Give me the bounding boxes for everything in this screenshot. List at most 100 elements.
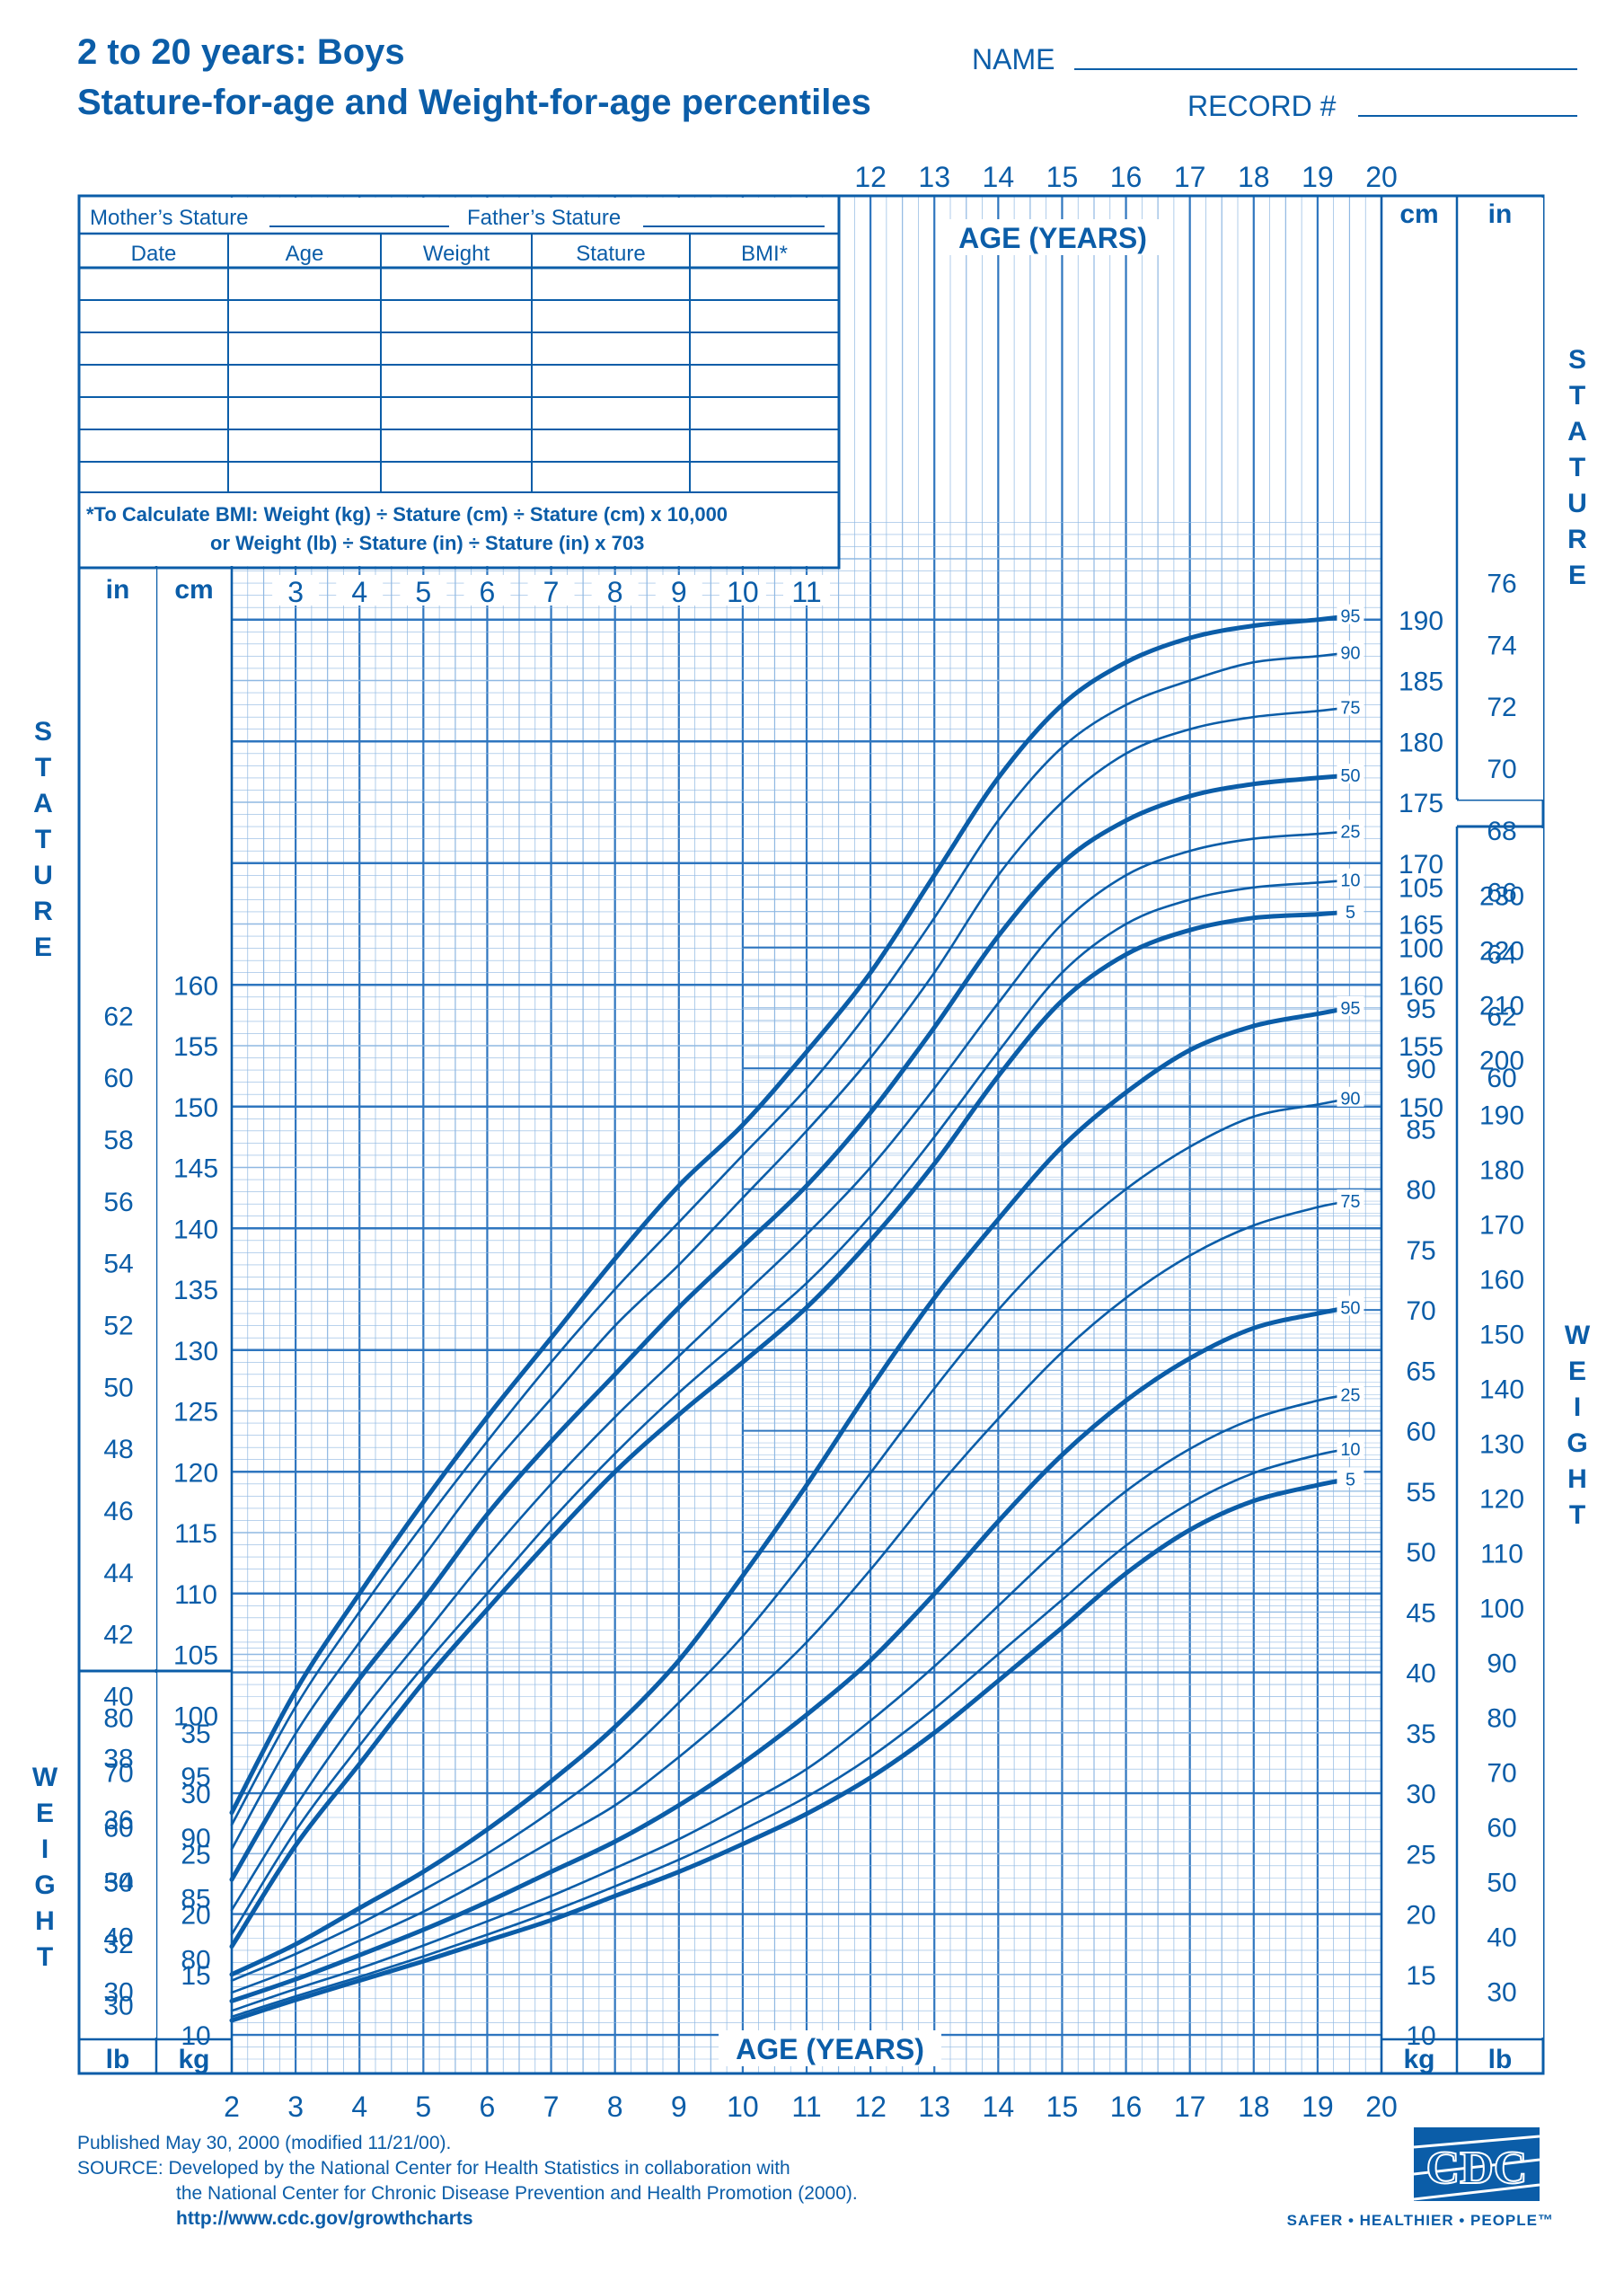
unit-cm-left: cm bbox=[174, 575, 213, 605]
weight-label-bg bbox=[1337, 1086, 1364, 1107]
left-lb-panel bbox=[81, 1673, 156, 2038]
tick-cm-left-80: 80 bbox=[181, 1945, 210, 1975]
age-tick-bottom-12: 12 bbox=[854, 2091, 887, 2123]
tick-cm-right-160: 160 bbox=[1399, 971, 1443, 1001]
age-tick-mid-6: 6 bbox=[480, 576, 496, 608]
tick-kg-right-55: 55 bbox=[1406, 1478, 1435, 1507]
age-tick-top-12: 12 bbox=[854, 161, 887, 193]
age-tick-bottom-8: 8 bbox=[607, 2091, 623, 2123]
weight-side-label-right-letter: G bbox=[1567, 1428, 1587, 1458]
age-tick-bottom-3: 3 bbox=[287, 2091, 304, 2123]
tick-lb-left-70: 70 bbox=[103, 1759, 133, 1789]
age-tick-bottom-15: 15 bbox=[1046, 2091, 1079, 2123]
age-tick-mid-8: 8 bbox=[607, 576, 623, 608]
age-tick-top-13: 13 bbox=[918, 161, 950, 193]
stature-label-bg bbox=[1337, 695, 1364, 716]
tick-cm-left-120: 120 bbox=[173, 1458, 218, 1488]
record-line[interactable] bbox=[1358, 115, 1577, 117]
tick-kg-left-25: 25 bbox=[181, 1840, 210, 1870]
age-tick-bottom-2: 2 bbox=[224, 2091, 240, 2123]
record-table-bg bbox=[81, 198, 839, 566]
chart-title-line1: 2 to 20 years: Boys bbox=[77, 32, 405, 72]
tick-lb-left-30: 30 bbox=[103, 1978, 133, 2008]
tick-lb-right-200: 200 bbox=[1479, 1046, 1524, 1075]
tick-cm-left-140: 140 bbox=[173, 1215, 218, 1244]
tick-lb-right-140: 140 bbox=[1479, 1375, 1524, 1404]
weight-percentile-label-95: 95 bbox=[1340, 999, 1360, 1019]
tick-kg-right-105: 105 bbox=[1399, 873, 1443, 903]
stature-side-label-left-letter: U bbox=[33, 861, 53, 890]
tick-kg-left-15: 15 bbox=[181, 1961, 210, 1991]
tick-lb-left-40: 40 bbox=[103, 1923, 133, 1953]
tick-kg-right-90: 90 bbox=[1406, 1055, 1435, 1084]
source-line2: the National Center for Chronic Disease … bbox=[176, 2183, 858, 2204]
tick-lb-right-130: 130 bbox=[1479, 1429, 1524, 1459]
table-header-age: Age bbox=[286, 242, 324, 266]
age-tick-bottom-7: 7 bbox=[543, 2091, 560, 2123]
stature-label-bg bbox=[1337, 819, 1364, 840]
chart-frame bbox=[77, 194, 1545, 2075]
age-tick-mid-9: 9 bbox=[671, 576, 687, 608]
age-tick-mid-5: 5 bbox=[415, 576, 431, 608]
tick-in-left-32: 32 bbox=[103, 1930, 133, 1959]
weight-percentile-label-25: 25 bbox=[1340, 1385, 1360, 1405]
weight-side-label-left-letter: H bbox=[35, 1906, 55, 1936]
table-header-stature: Stature bbox=[576, 242, 645, 266]
tick-cm-left-95: 95 bbox=[181, 1763, 210, 1792]
tick-kg-right-70: 70 bbox=[1406, 1296, 1435, 1326]
age-tick-top-17: 17 bbox=[1174, 161, 1206, 193]
tick-in-left-60: 60 bbox=[103, 1064, 133, 1093]
weight-label-bg bbox=[1337, 1467, 1364, 1488]
stature-percentile-label-95: 95 bbox=[1340, 607, 1360, 627]
percentile-curves: 95 90 75 50 25 10 5 95 90 75 50 25 10 5 bbox=[229, 604, 1364, 2023]
age-tick-mid-4: 4 bbox=[351, 576, 367, 608]
tick-in-left-30: 30 bbox=[103, 1992, 133, 2021]
tick-lb-right-60: 60 bbox=[1487, 1814, 1516, 1843]
tick-lb-right-80: 80 bbox=[1487, 1704, 1516, 1734]
tick-lb-left-50: 50 bbox=[103, 1869, 133, 1898]
tick-kg-right-35: 35 bbox=[1406, 1719, 1435, 1749]
tick-in-left-58: 58 bbox=[103, 1126, 133, 1155]
age-tick-bg bbox=[591, 575, 639, 606]
mothers-stature-label: Mother’s Stature bbox=[90, 206, 249, 230]
tick-kg-right-45: 45 bbox=[1406, 1598, 1435, 1628]
name-line[interactable] bbox=[1074, 68, 1577, 70]
tick-kg-left-35: 35 bbox=[181, 1719, 210, 1749]
age-tick-bottom-13: 13 bbox=[918, 2091, 950, 2123]
age-tick-mid-10: 10 bbox=[727, 576, 759, 608]
tick-lb-right-160: 160 bbox=[1479, 1265, 1524, 1295]
age-tick-mid-3: 3 bbox=[287, 576, 304, 608]
weight-side-label-right-letter: I bbox=[1574, 1392, 1581, 1422]
cdc-logo-text: CDC bbox=[1426, 2143, 1528, 2194]
age-tick-bg bbox=[783, 575, 830, 606]
bmi-note-line1: *To Calculate BMI: Weight (kg) ÷ Stature… bbox=[86, 503, 728, 526]
stature-side-label-right-letter: A bbox=[1567, 417, 1587, 446]
weight-side-label-right-letter: W bbox=[1565, 1321, 1591, 1350]
stature-label-bg bbox=[1337, 868, 1364, 888]
tick-in-left-50: 50 bbox=[103, 1373, 133, 1402]
tick-in-left-52: 52 bbox=[103, 1312, 133, 1341]
unit-kg-left: kg bbox=[178, 2045, 209, 2074]
stature-label-bg bbox=[1337, 764, 1364, 784]
tick-cm-left-125: 125 bbox=[173, 1398, 218, 1428]
age-tick-bottom-16: 16 bbox=[1110, 2091, 1143, 2123]
tick-kg-right-65: 65 bbox=[1406, 1357, 1435, 1386]
source-line1: SOURCE: Developed by the National Center… bbox=[77, 2158, 790, 2179]
stature-side-label-right-letter: T bbox=[1569, 381, 1585, 411]
tick-lb-right-100: 100 bbox=[1479, 1595, 1524, 1624]
tick-in-right-74: 74 bbox=[1487, 631, 1516, 660]
chart-title-line2: Stature-for-age and Weight-for-age perce… bbox=[77, 83, 871, 122]
right-kg-panel bbox=[1383, 827, 1455, 2038]
tick-lb-right-110: 110 bbox=[1480, 1540, 1523, 1569]
age-tick-bg bbox=[336, 575, 384, 606]
age-tick-bottom-19: 19 bbox=[1302, 2091, 1334, 2123]
tick-cm-left-145: 145 bbox=[173, 1154, 218, 1184]
weight-percentile-50 bbox=[229, 1304, 1352, 2003]
cdc-url[interactable]: http://www.cdc.gov/growthcharts bbox=[176, 2208, 473, 2229]
tick-in-left-40: 40 bbox=[103, 1683, 133, 1712]
weight-side-label-right-letter: T bbox=[1569, 1500, 1585, 1530]
stature-percentile-75 bbox=[230, 706, 1351, 1851]
unit-lb-right: lb bbox=[1488, 2045, 1513, 2074]
weight-percentile-label-75: 75 bbox=[1340, 1192, 1360, 1212]
cdc-slogan: SAFER • HEALTHIER • PEOPLE™ bbox=[1286, 2212, 1554, 2229]
